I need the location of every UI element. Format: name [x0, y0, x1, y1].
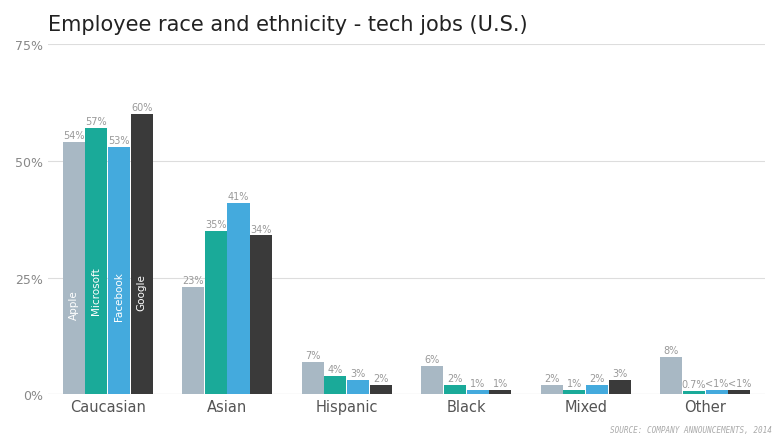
Bar [682, 391, 705, 395]
Bar [563, 390, 585, 395]
Text: <1%: <1% [705, 378, 729, 388]
Bar [131, 115, 153, 395]
Bar [466, 390, 488, 395]
Text: 41%: 41% [228, 191, 249, 201]
Text: 54%: 54% [63, 131, 84, 141]
Bar [302, 362, 324, 395]
Text: 35%: 35% [205, 219, 226, 230]
Bar [706, 390, 728, 395]
Text: 23%: 23% [183, 276, 204, 286]
Text: 3%: 3% [350, 369, 366, 378]
Text: Facebook: Facebook [114, 272, 124, 320]
Text: 4%: 4% [328, 364, 343, 374]
Text: 2%: 2% [590, 373, 604, 383]
Text: 1%: 1% [567, 378, 582, 388]
Text: Employee race and ethnicity - tech jobs (U.S.): Employee race and ethnicity - tech jobs … [48, 15, 527, 35]
Text: 1%: 1% [493, 378, 508, 388]
Text: 7%: 7% [305, 350, 321, 360]
Bar [85, 129, 108, 395]
Bar [347, 381, 369, 395]
Text: Microsoft: Microsoft [91, 267, 101, 315]
Text: 2%: 2% [544, 373, 559, 383]
Bar [444, 385, 466, 395]
Text: <1%: <1% [728, 378, 751, 388]
Text: 53%: 53% [108, 135, 129, 145]
Text: 0.7%: 0.7% [682, 379, 706, 389]
Bar [608, 381, 631, 395]
Text: 8%: 8% [664, 345, 679, 355]
Bar [250, 236, 272, 395]
Bar [489, 390, 511, 395]
Bar [541, 385, 562, 395]
Text: SOURCE: COMPANY ANNOUNCEMENTS, 2014: SOURCE: COMPANY ANNOUNCEMENTS, 2014 [610, 424, 772, 434]
Text: 3%: 3% [612, 369, 627, 378]
Text: 60%: 60% [131, 103, 152, 113]
Text: Google: Google [136, 274, 147, 311]
Text: 57%: 57% [86, 117, 107, 127]
Text: 34%: 34% [250, 224, 272, 234]
Bar [228, 203, 250, 395]
Text: 6%: 6% [424, 355, 440, 364]
Bar [421, 367, 443, 395]
Bar [370, 385, 392, 395]
Bar [660, 357, 682, 395]
Text: 2%: 2% [373, 373, 388, 383]
Bar [586, 385, 608, 395]
Bar [324, 376, 346, 395]
Text: Apple: Apple [69, 289, 79, 319]
Bar [62, 143, 84, 395]
Bar [182, 287, 204, 395]
Bar [205, 231, 227, 395]
Bar [729, 390, 750, 395]
Text: 2%: 2% [447, 373, 463, 383]
Bar [108, 147, 130, 395]
Text: 1%: 1% [470, 378, 485, 388]
